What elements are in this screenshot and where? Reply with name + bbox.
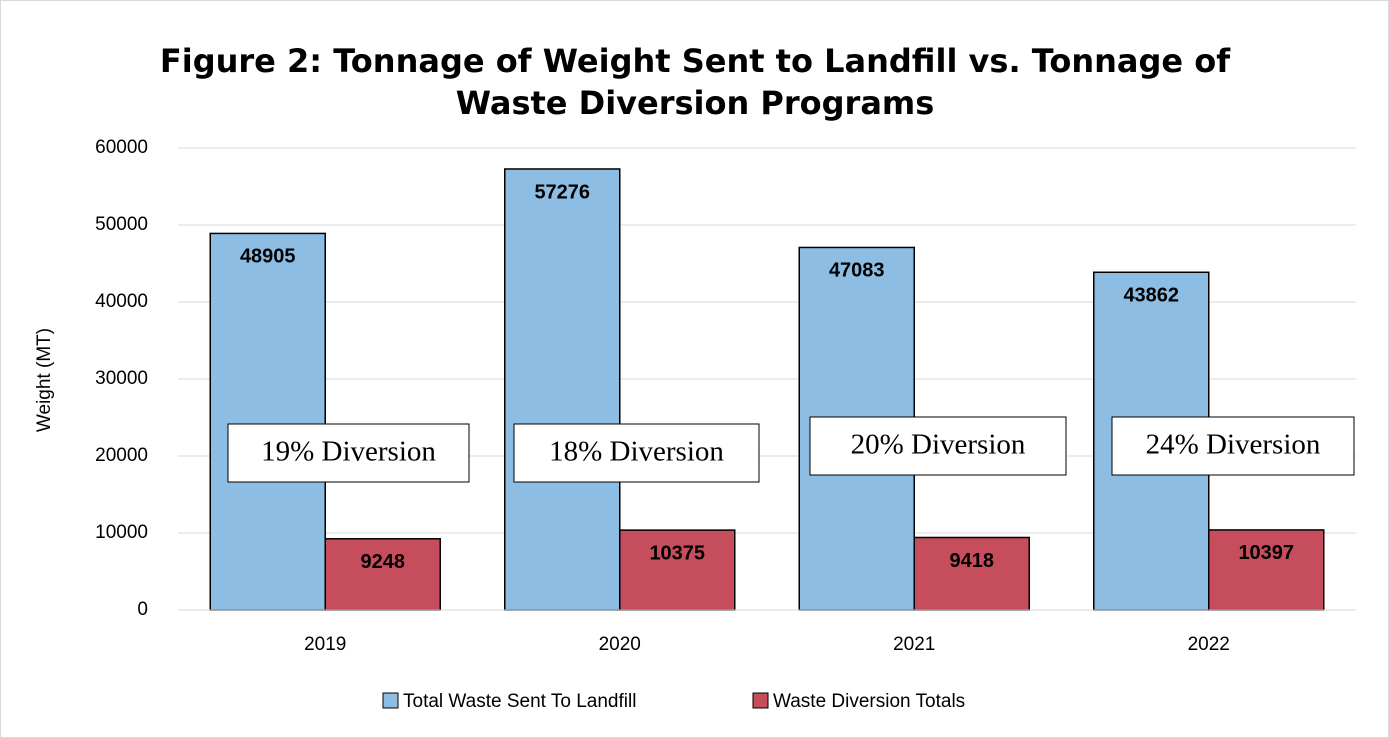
- value-label: 48905: [240, 246, 296, 268]
- legend-label: Total Waste Sent To Landfill: [403, 691, 636, 712]
- x-tick-label: 2020: [599, 634, 641, 655]
- annotation-box: [227, 423, 470, 483]
- legend-swatch: [382, 692, 399, 709]
- x-tick-label: 2022: [1188, 634, 1230, 655]
- legend-swatch: [752, 692, 769, 709]
- y-tick-label: 60000: [95, 137, 148, 158]
- annotation: 20% Diversion: [851, 429, 1026, 461]
- y-tick-label: 50000: [95, 214, 148, 235]
- value-label: 43862: [1123, 285, 1179, 307]
- y-tick-label: 20000: [95, 445, 148, 466]
- annotation: 18% Diversion: [549, 436, 724, 468]
- annotation-box: [809, 416, 1067, 476]
- x-tick-label: 2019: [304, 634, 346, 655]
- y-tick-label: 30000: [95, 368, 148, 389]
- annotation: 19% Diversion: [261, 436, 436, 468]
- y-axis-label: Weight (MT): [34, 328, 55, 432]
- annotation-box: [1111, 416, 1355, 476]
- annotation-box: [513, 423, 760, 483]
- legend-label: Waste Diversion Totals: [773, 691, 965, 712]
- value-label: 10375: [649, 542, 705, 564]
- value-label: 10397: [1238, 542, 1294, 564]
- bar: [209, 232, 326, 611]
- value-label: 9248: [361, 551, 406, 573]
- y-tick-label: 10000: [95, 522, 148, 543]
- bar: [1208, 529, 1325, 611]
- chart-title: Figure 2: Tonnage of Weight Sent to Land…: [159, 42, 1231, 122]
- bar: [504, 168, 621, 611]
- value-label: 57276: [534, 181, 590, 203]
- bar: [913, 536, 1030, 611]
- x-tick-label: 2021: [893, 634, 935, 655]
- y-tick-label: 0: [137, 599, 148, 620]
- annotation: 24% Diversion: [1146, 429, 1321, 461]
- value-label: 9418: [950, 550, 995, 572]
- bar: [324, 538, 441, 611]
- y-tick-label: 40000: [95, 291, 148, 312]
- value-label: 47083: [829, 260, 885, 282]
